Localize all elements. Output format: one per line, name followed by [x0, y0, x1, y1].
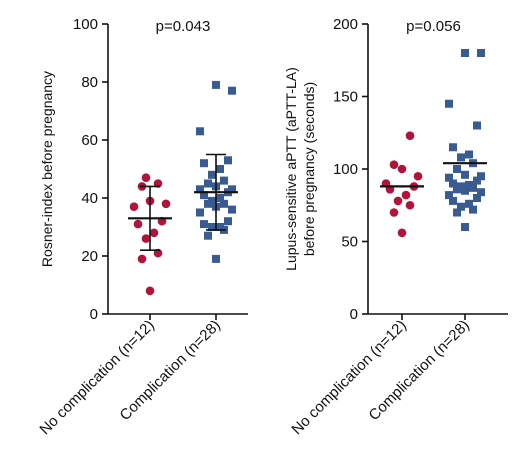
data-point: [457, 202, 465, 211]
data-point: [473, 194, 481, 202]
data-point: [465, 199, 473, 208]
data-point: [405, 131, 415, 140]
data-point: [196, 127, 204, 136]
data-point: [228, 205, 236, 214]
data-point: [212, 80, 220, 89]
data-point: [449, 179, 457, 188]
data-point: [397, 228, 407, 238]
data-point: [465, 180, 473, 189]
data-point: [461, 170, 469, 179]
y-tick-label: 0: [90, 306, 98, 323]
data-point: [477, 188, 485, 197]
data-point: [216, 223, 224, 231]
y-tick-label: 50: [341, 234, 358, 251]
data-point: [149, 228, 159, 238]
y-tick-label: 100: [333, 161, 358, 178]
data-point: [212, 254, 220, 263]
data-point: [145, 286, 155, 296]
y-axis-label: Rosner-index before pregnancy: [39, 71, 55, 267]
data-point: [133, 219, 143, 229]
data-point: [473, 121, 481, 130]
data-point: [200, 191, 208, 200]
x-category-label: No complication (n=12): [288, 317, 409, 438]
data-point: [453, 208, 461, 217]
p-value-annotation: p=0.056: [406, 18, 461, 35]
data-point: [477, 172, 485, 181]
data-point: [457, 182, 465, 191]
y-tick-label: 150: [333, 89, 358, 106]
data-point: [200, 159, 208, 168]
y-axis-label: Lupus-sensitive aPTT (aPTT-LA) before pre…: [283, 67, 317, 271]
data-point: [224, 156, 232, 165]
data-point: [397, 164, 407, 174]
data-point: [413, 171, 423, 181]
x-category-label: No complication (n=12): [36, 317, 157, 438]
data-point: [161, 199, 171, 209]
data-point: [228, 86, 236, 95]
data-point: [137, 254, 147, 264]
data-point: [224, 217, 232, 226]
data-point: [200, 220, 208, 229]
data-point: [401, 190, 411, 200]
data-point: [141, 234, 151, 243]
data-point: [208, 170, 216, 179]
data-point: [445, 191, 453, 200]
data-point: [204, 179, 212, 188]
data-point: [208, 223, 216, 231]
data-point: [461, 223, 469, 231]
data-point: [405, 200, 415, 210]
data-point: [461, 186, 469, 195]
data-point: [449, 143, 457, 152]
data-point: [465, 150, 473, 159]
y-tick-label: 20: [81, 248, 98, 265]
data-point: [469, 205, 477, 214]
y-tick-label: 200: [333, 16, 358, 33]
y-tick-label: 0: [350, 306, 358, 323]
y-tick-label: 60: [81, 132, 98, 149]
y-axis-label-line: Lupus-sensitive aPTT (aPTT-LA): [283, 67, 299, 271]
y-tick-label: 80: [81, 74, 98, 91]
data-point: [389, 208, 399, 217]
data-point: [461, 49, 469, 57]
data-point: [196, 208, 204, 217]
y-tick-label: 40: [81, 190, 98, 207]
data-point: [457, 153, 465, 162]
data-point: [220, 176, 228, 185]
p-value-annotation: p=0.043: [156, 18, 211, 35]
data-point: [449, 196, 457, 205]
data-point: [453, 165, 461, 173]
y-axis-label-line: before pregnancy (seconds): [301, 82, 317, 256]
data-point: [196, 185, 204, 194]
data-point: [129, 202, 139, 211]
data-point: [477, 49, 485, 57]
data-point: [216, 165, 224, 173]
data-point: [228, 185, 236, 194]
data-point: [208, 196, 216, 205]
data-point: [393, 196, 403, 206]
data-point: [389, 160, 399, 169]
data-point: [204, 231, 212, 240]
data-point: [216, 194, 224, 202]
data-point: [473, 176, 481, 185]
data-point: [220, 199, 228, 208]
data-point: [445, 173, 453, 182]
data-point: [141, 173, 151, 182]
y-tick-label: 100: [73, 16, 98, 33]
data-point: [445, 99, 453, 108]
